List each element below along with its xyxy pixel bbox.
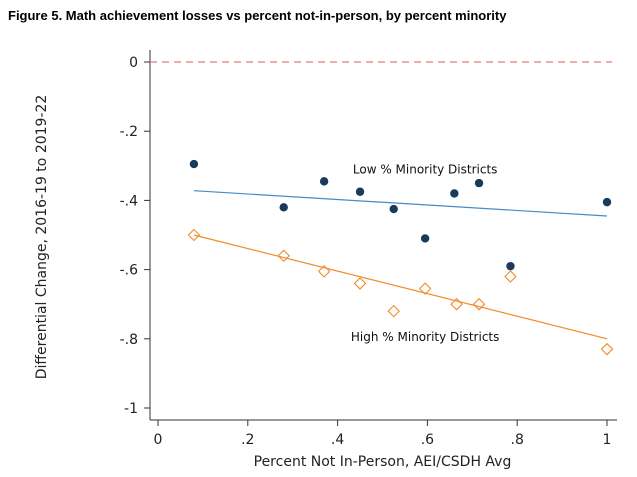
data-point-series-2 <box>450 297 463 311</box>
annotations-group: Low % Minority Districts High % Minority … <box>351 162 500 344</box>
data-point-series-1 <box>602 197 612 207</box>
fit-line-series-2 <box>193 234 608 340</box>
data-point-series-1 <box>420 234 430 243</box>
data-point-series-2 <box>317 265 331 278</box>
data-point-series-1 <box>389 204 398 214</box>
data-point-series-2 <box>600 342 614 356</box>
y-tick-label: -.4 <box>120 193 139 209</box>
data-point-series-2 <box>387 304 401 318</box>
data-point-series-2 <box>504 270 517 283</box>
data-point-series-2 <box>277 249 290 263</box>
x-tick-label: .6 <box>421 432 434 448</box>
chart-axes: 0 -.2 -.4 -.6 -.8 -1 0 .2 .4 .6 .8 1 Percent Not In-… <box>34 50 617 470</box>
x-tick-label: .2 <box>241 432 254 448</box>
y-tick-label: -1 <box>124 401 138 417</box>
annotation-label: Low % Minority Districts <box>353 162 498 176</box>
data-point-series-1 <box>355 187 365 196</box>
y-tick-label: -.2 <box>120 124 138 140</box>
y-tick-label: -.6 <box>120 263 139 279</box>
data-point-series-2 <box>472 297 486 311</box>
data-point-series-2 <box>418 282 432 295</box>
figure-title: Figure 5. Math achievement losses vs per… <box>8 8 507 23</box>
data-point-series-1 <box>506 261 515 271</box>
data-point-series-1 <box>189 159 199 169</box>
x-tick-label: .4 <box>331 432 344 448</box>
data-point-series-1 <box>319 177 329 186</box>
fit-line-series-1 <box>193 190 608 217</box>
y-tick-label: 0 <box>129 55 138 71</box>
y-tick-label: -.8 <box>120 332 138 348</box>
data-point-series-2 <box>187 228 201 242</box>
x-tick-label: .8 <box>511 432 524 448</box>
data-point-series-1 <box>279 203 288 212</box>
y-axis-title: Differential Change, 2016-19 to 2019-22 <box>34 95 50 380</box>
annotation-label: High % Minority Districts <box>351 330 500 344</box>
x-tick-label: 0 <box>154 432 163 448</box>
data-point-series-1 <box>450 189 459 198</box>
data-points-group <box>187 159 614 356</box>
data-point-series-1 <box>474 178 484 188</box>
data-point-series-2 <box>353 277 367 290</box>
fit-lines-group <box>193 190 608 340</box>
x-tick-label: 1 <box>603 432 612 448</box>
x-axis-title: Percent Not In-Person, AEI/CSDH Avg <box>254 454 512 470</box>
